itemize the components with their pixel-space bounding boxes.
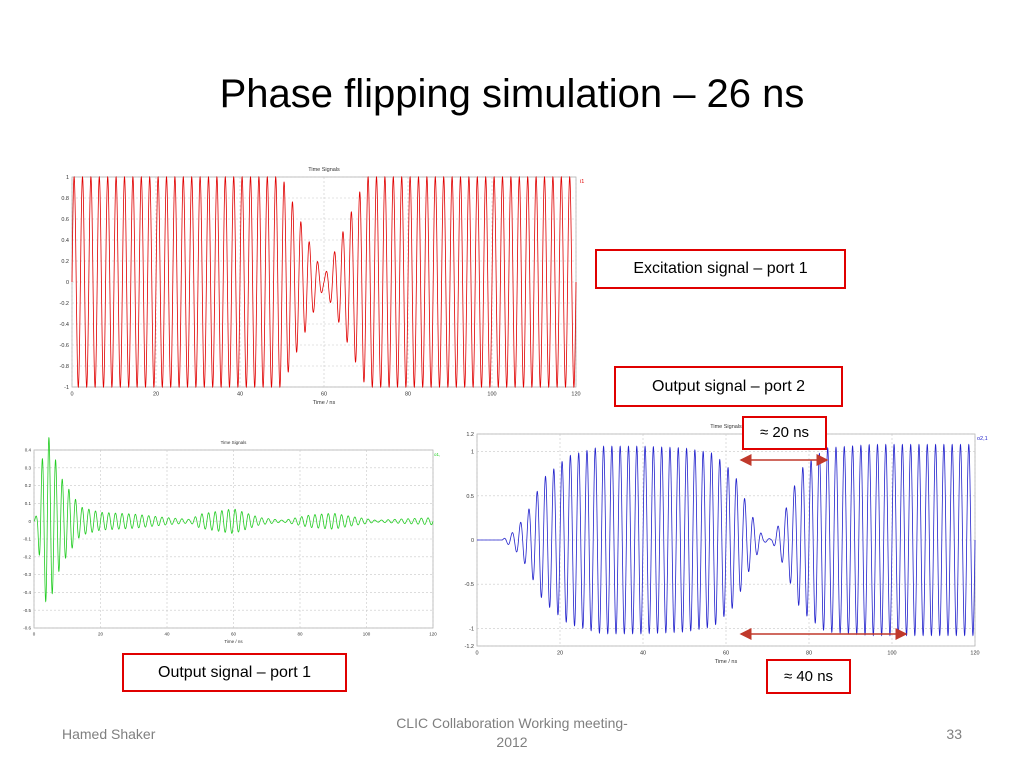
x-tick-label: 100 xyxy=(487,392,496,398)
callout-output1-label: Output signal – port 1 xyxy=(158,664,311,681)
y-tick-label: -1 xyxy=(64,385,69,391)
callout-excitation-label: Excitation signal – port 1 xyxy=(633,260,808,277)
footer-page-number: 33 xyxy=(946,726,962,742)
callout-excitation: Excitation signal – port 1 xyxy=(595,249,846,289)
y-tick-label: -0.3 xyxy=(23,572,31,577)
output-port2-chart: 0 20 40 60 80 100 120 -1.2 -1 -0.5 0 0.5 1 1.2 Time Si… xyxy=(455,417,995,665)
y-tick-label: -0.8 xyxy=(60,364,69,370)
excitation-chart: 0 20 40 60 80 100 120 -1 -0.8 -0.6 -0.4 -0.2 0 0.2 0.4… xyxy=(50,158,590,408)
y-tick-label: 0.4 xyxy=(61,238,69,244)
y-tick-label: -0.2 xyxy=(23,554,31,559)
x-tick-label: 20 xyxy=(98,632,104,637)
x-axis-label: Time / ns xyxy=(313,400,336,406)
callout-span20: ≈ 20 ns xyxy=(742,416,827,450)
y-tick-label: -0.4 xyxy=(23,590,31,595)
x-tick-label: 100 xyxy=(887,651,896,657)
y-tick-label: -0.5 xyxy=(465,582,474,588)
y-tick-label: -0.6 xyxy=(23,626,31,631)
output-port2-chart-svg: 0 20 40 60 80 100 120 -1.2 -1 -0.5 0 0.5 1 1.2 Time Si… xyxy=(465,424,988,665)
x-tick-label: 120 xyxy=(429,632,437,637)
x-tick-label: 40 xyxy=(237,392,243,398)
x-tick-label: 80 xyxy=(297,632,303,637)
output-port1-chart-svg: 0 20 40 60 80 100 120 -0.6 -0.5 -0.4 -0.3 -0.2 -0.1 0… xyxy=(23,436,440,644)
y-tick-label: 0.5 xyxy=(466,494,474,500)
chart-title: Time Signals xyxy=(308,167,340,173)
y-tick-label: -0.6 xyxy=(60,343,69,349)
series-line xyxy=(71,175,577,389)
callout-output1: Output signal – port 1 xyxy=(122,653,347,692)
y-tick-label: 0 xyxy=(471,538,474,544)
y-tick-label: 1 xyxy=(66,175,69,181)
footer-author: Hamed Shaker xyxy=(62,726,156,742)
slide-title: Phase flipping simulation – 26 ns xyxy=(219,72,805,116)
callout-output2: Output signal – port 2 xyxy=(614,366,843,407)
x-tick-label: 120 xyxy=(970,651,979,657)
x-tick-label: 80 xyxy=(405,392,411,398)
y-tick-label: -0.2 xyxy=(60,301,69,307)
x-tick-label: 40 xyxy=(640,651,646,657)
output-port1-chart: 0 20 40 60 80 100 120 -0.6 -0.5 -0.4 -0.3 -0.2 -0.1 0… xyxy=(20,436,440,646)
x-tick-label: 60 xyxy=(231,632,237,637)
y-tick-label: 0.8 xyxy=(61,196,69,202)
chart-title: Time Signals xyxy=(221,440,248,445)
y-tick-label: 0.2 xyxy=(61,259,69,265)
y-tick-label: -1.2 xyxy=(465,644,474,650)
y-tick-label: -0.4 xyxy=(60,322,69,328)
y-tick-label: 0.3 xyxy=(25,465,32,470)
x-tick-label: 60 xyxy=(723,651,729,657)
x-axis-label: Time / ns xyxy=(715,659,738,665)
x-axis-label: Time / ns xyxy=(224,639,243,644)
x-tick-label: 0 xyxy=(33,632,36,637)
x-tick-label: 0 xyxy=(475,651,478,657)
x-tick-label: 40 xyxy=(164,632,170,637)
series-line xyxy=(33,436,434,603)
chart-title: Time Signals xyxy=(710,424,742,430)
legend-entry: i1 xyxy=(580,179,584,185)
y-tick-label: 1.2 xyxy=(466,432,474,438)
x-tick-label: 0 xyxy=(70,392,73,398)
x-tick-label: 20 xyxy=(557,651,563,657)
y-tick-label: -1 xyxy=(469,626,474,632)
callout-span40: ≈ 40 ns xyxy=(766,659,851,694)
y-tick-label: 0 xyxy=(66,280,69,286)
x-tick-label: 20 xyxy=(153,392,159,398)
footer-event: CLIC Collaboration Working meeting- 2012 xyxy=(396,715,628,750)
y-tick-label: 0.4 xyxy=(25,448,32,453)
callout-span40-label: ≈ 40 ns xyxy=(783,668,834,685)
x-tick-label: 80 xyxy=(806,651,812,657)
y-tick-label: 0.2 xyxy=(25,483,32,488)
y-tick-label: -0.1 xyxy=(23,537,31,542)
y-tick-label: 1 xyxy=(471,450,474,456)
legend-entry: o2,1 xyxy=(977,436,988,442)
x-tick-label: 60 xyxy=(321,392,327,398)
callout-output2-label: Output signal – port 2 xyxy=(652,378,805,395)
callout-span20-label: ≈ 20 ns xyxy=(759,424,810,441)
y-tick-label: 0.6 xyxy=(61,217,69,223)
x-tick-label: 100 xyxy=(363,632,371,637)
y-tick-label: 0.1 xyxy=(25,501,32,506)
excitation-chart-svg: 0 20 40 60 80 100 120 -1 -0.8 -0.6 -0.4 -0.2 0 0.2 0.4… xyxy=(60,167,585,406)
series-line xyxy=(477,443,976,637)
legend-entry: o1,1 xyxy=(434,452,440,457)
y-tick-label: 0 xyxy=(28,519,31,524)
x-tick-label: 120 xyxy=(571,392,580,398)
y-tick-label: -0.5 xyxy=(23,608,31,613)
